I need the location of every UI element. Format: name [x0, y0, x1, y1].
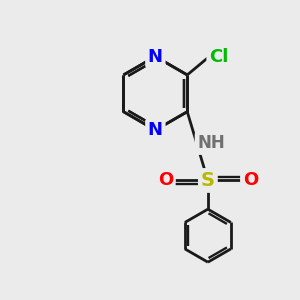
Text: O: O: [158, 172, 173, 190]
Text: S: S: [201, 171, 215, 190]
Text: NH: NH: [197, 134, 225, 152]
Text: N: N: [148, 121, 163, 139]
Text: N: N: [148, 47, 163, 65]
Text: O: O: [243, 172, 258, 190]
Text: Cl: Cl: [209, 48, 228, 66]
